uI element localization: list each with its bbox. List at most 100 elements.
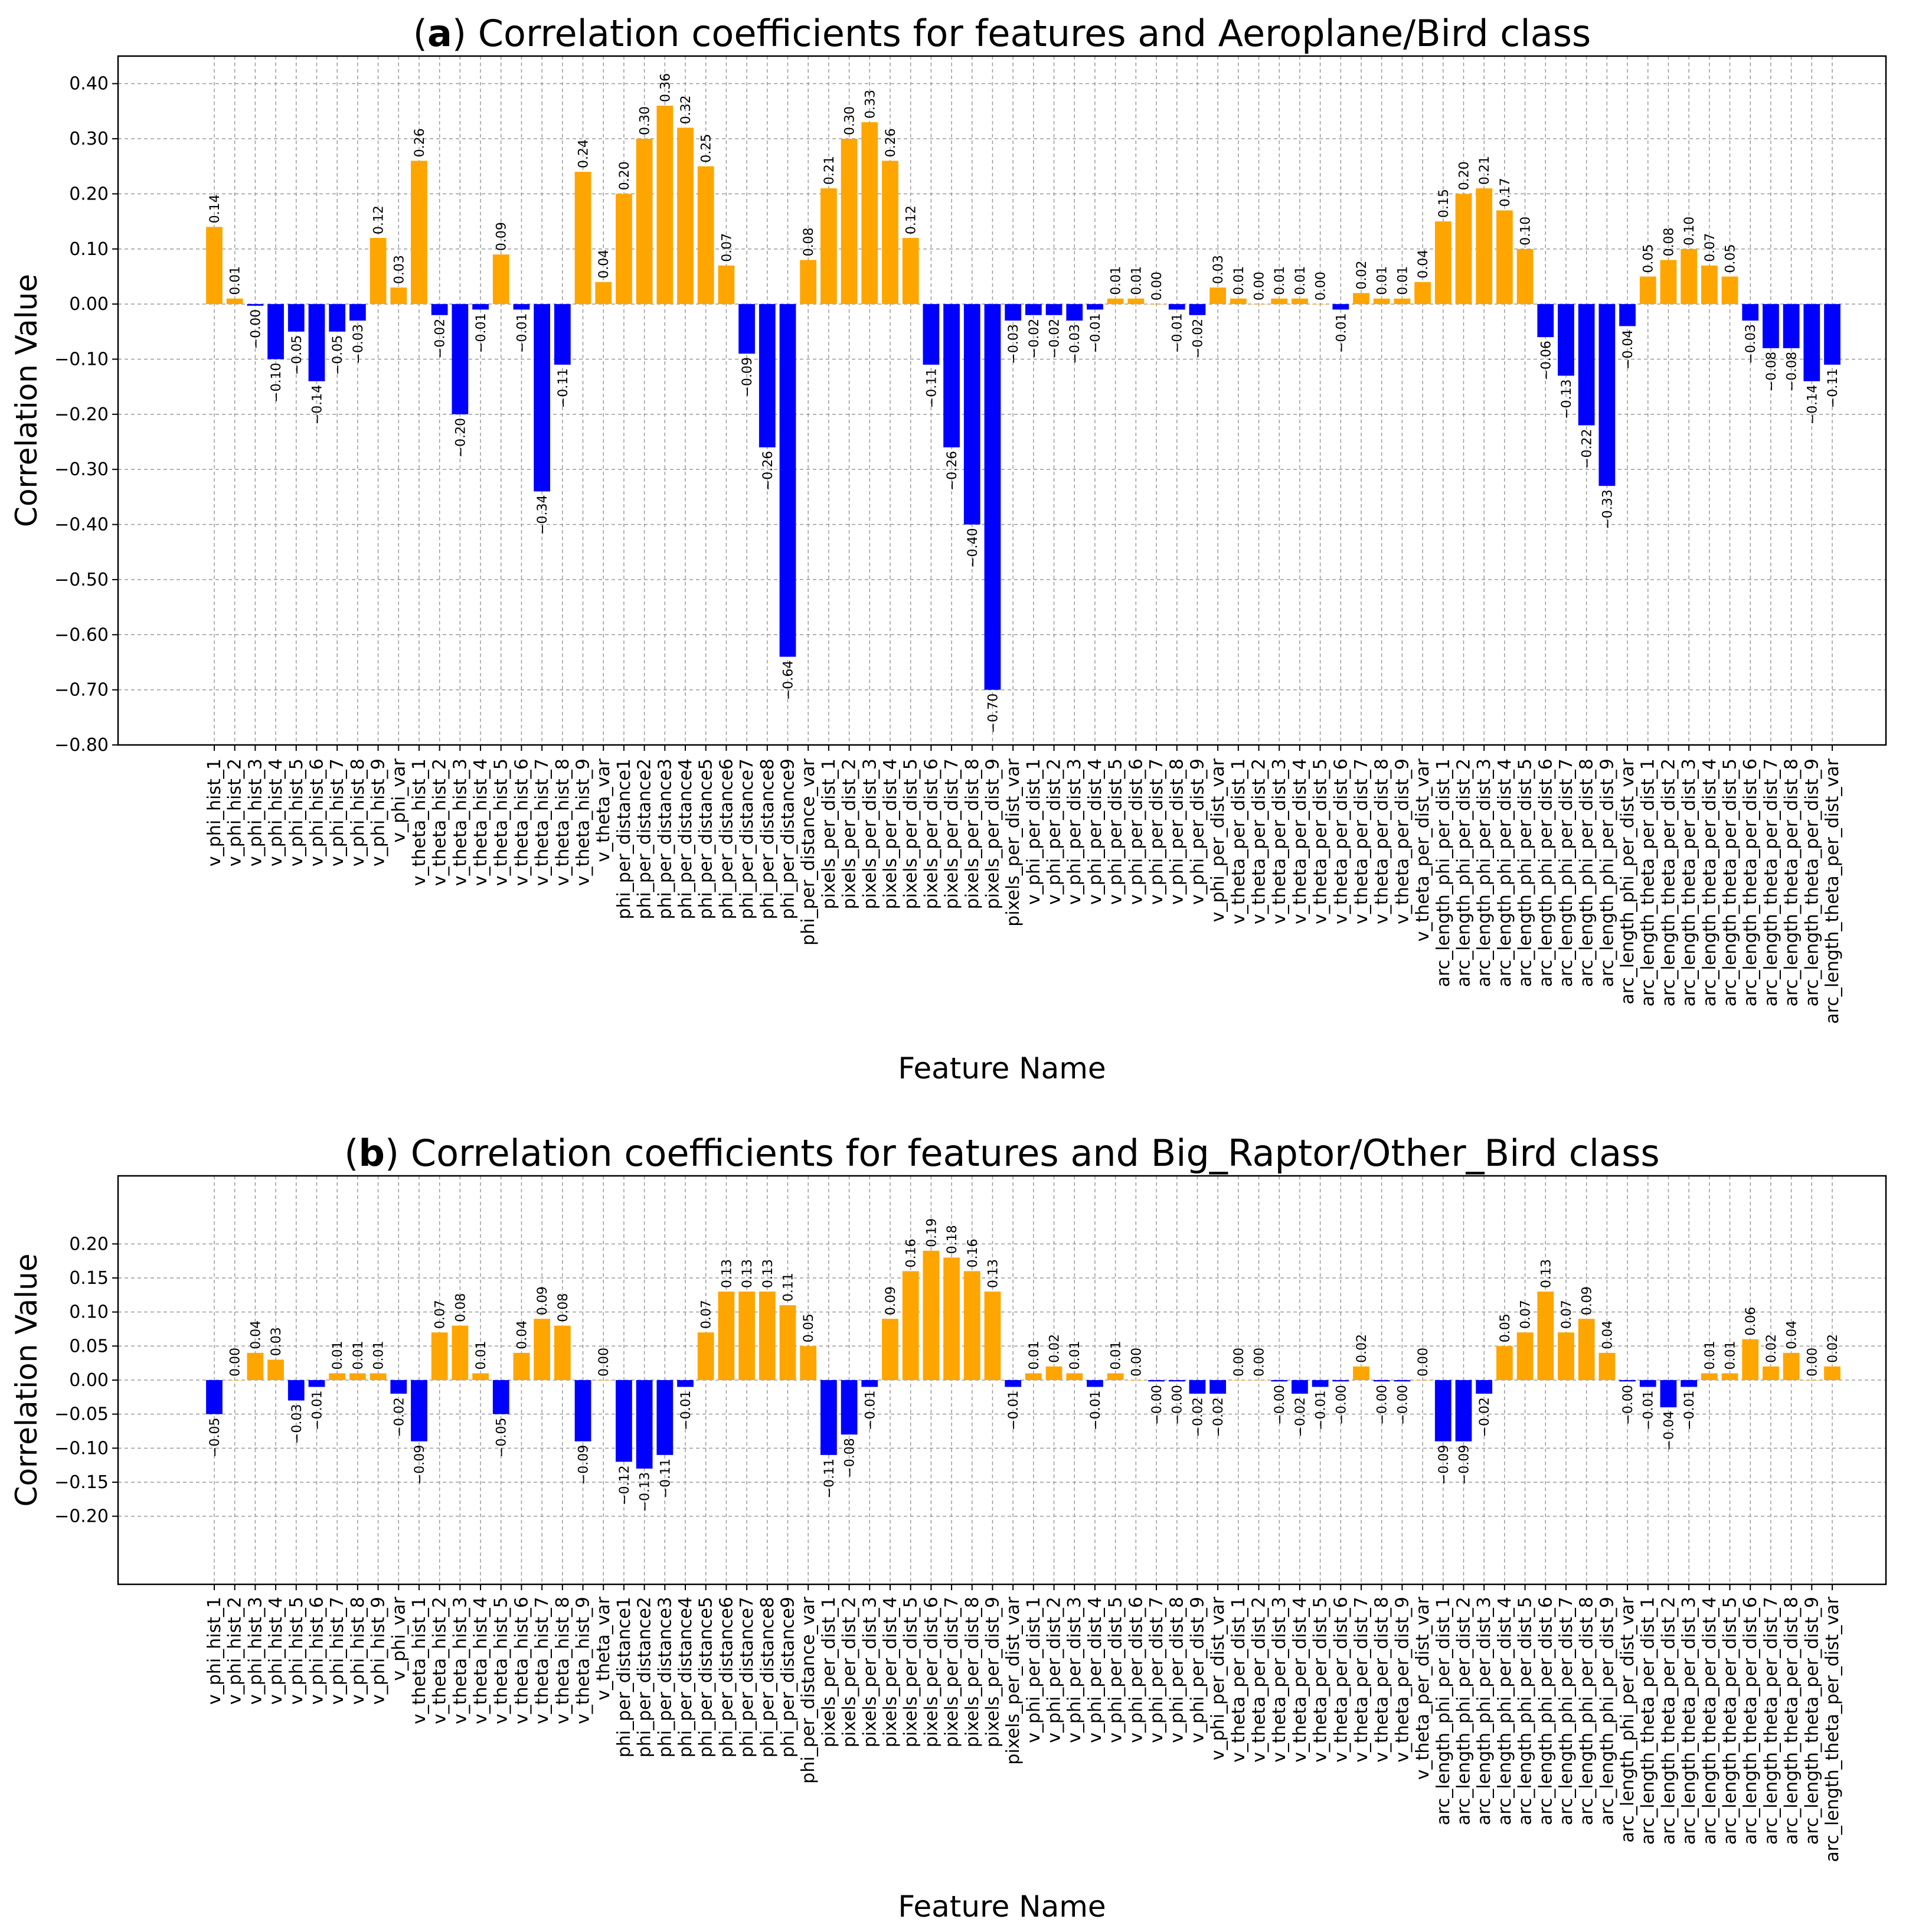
- panel-a-bar-arc_length_phi_per_dist_5: [1516, 249, 1534, 305]
- panel-a-xtick-label: v_phi_per_dist_8: [1167, 759, 1188, 905]
- panel-a-xtick-label: phi_per_distance_var: [798, 758, 819, 945]
- panel-a-bar-v_phi_hist_5: [287, 304, 305, 332]
- panel-b-xtick-label: v_phi_hist_6: [306, 1597, 327, 1705]
- panel-b-xtick-label: v_theta_hist_5: [491, 1597, 512, 1724]
- panel-b-value-label: −0.03: [290, 1404, 305, 1444]
- panel-b-xtick-label: pixels_per_dist_2: [839, 1597, 860, 1747]
- panel-b-value-label: 0.04: [1785, 1320, 1800, 1349]
- panel-a-bar-arc_length_theta_per_dist_4: [1701, 265, 1718, 305]
- panel-b-value-label: 0.00: [1416, 1348, 1431, 1377]
- panel-a-value-label: 0.01: [1395, 266, 1410, 295]
- panel-b-bar-arc_length_theta_per_dist_1: [1639, 1380, 1656, 1387]
- panel-b-value-label: −0.00: [1334, 1385, 1349, 1424]
- panel-b-bar-phi_per_distance7: [738, 1292, 755, 1380]
- panel-a-ytick-label: 0.20: [69, 184, 109, 204]
- panel-a-value-label: 0.20: [617, 161, 632, 190]
- panel-a-value-label: 0.00: [1314, 272, 1329, 300]
- panel-a-ytick-label: −0.20: [54, 404, 109, 425]
- panel-a-xtick-label: arc_length_theta_per_dist_2: [1658, 759, 1679, 1006]
- panel-b-value-label: −0.02: [1293, 1397, 1308, 1437]
- panel-a-value-label: 0.12: [372, 205, 387, 234]
- panel-b-xtick-label: arc_length_theta_per_dist_4: [1699, 1597, 1720, 1845]
- panel-b-value-label: 0.01: [351, 1341, 366, 1369]
- panel-a-xtick-label: v_theta_per_dist_9: [1392, 759, 1413, 924]
- panel-b-value-label: 0.02: [1826, 1334, 1841, 1363]
- panel-b-xtick-label: phi_per_distance2: [635, 1597, 655, 1757]
- panel-a-xtick-label: arc_length_phi_per_dist_2: [1453, 759, 1474, 987]
- panel-a-bar-arc_length_phi_per_dist_7: [1558, 304, 1574, 376]
- panel-a-bar-v_theta_hist_6: [513, 304, 530, 310]
- panel-a-value-label: 0.03: [392, 255, 407, 284]
- panel-b-value-label: −0.00: [1395, 1385, 1410, 1424]
- panel-b-bar-v_phi_hist_6: [308, 1380, 325, 1387]
- panel-a-xtick-label: phi_per_distance4: [675, 759, 696, 919]
- panel-b-value-label: −0.02: [392, 1397, 407, 1437]
- panel-b-xtick-label: phi_per_distance4: [675, 1597, 696, 1757]
- panel-b-bar-v_phi_per_dist_8: [1168, 1380, 1185, 1382]
- panel-a-bar-v_theta_per_dist_2: [1250, 304, 1267, 305]
- panel-a-xtick-label: arc_length_phi_per_dist_6: [1535, 759, 1556, 987]
- panel-b-value-label: −0.09: [413, 1445, 427, 1485]
- panel-b-ytick-label: 0.10: [69, 1302, 109, 1323]
- panel-b-value-label: −0.01: [1682, 1391, 1697, 1430]
- panel-b-xtick-label: v_phi_hist_8: [348, 1597, 368, 1705]
- panel-b-xtick-label: v_phi_per_dist_5: [1106, 1597, 1126, 1743]
- panel-b-bar-pixels_per_dist_7: [943, 1257, 960, 1380]
- panel-b-title-prefix: (: [344, 1132, 358, 1175]
- panel-b-bar-arc_length_phi_per_dist_6: [1537, 1292, 1554, 1380]
- panel-b-xtick-label: arc_length_theta_per_dist_3: [1679, 1597, 1699, 1845]
- panel-b-bar-v_theta_hist_9: [574, 1380, 591, 1441]
- panel-a-xtick-label: arc_length_phi_per_dist_1: [1433, 759, 1454, 987]
- panel-a-value-label: −0.11: [1826, 368, 1841, 408]
- panel-a-xtick-label: v_theta_per_dist_6: [1331, 759, 1351, 924]
- panel-a-xtick-label: pixels_per_dist_8: [962, 759, 983, 909]
- panel-b-value-label: −0.01: [679, 1391, 694, 1430]
- panel-b-value-label: 0.07: [699, 1300, 714, 1329]
- panel-b-xtick-label: phi_per_distance7: [737, 1597, 757, 1757]
- panel-b-ytick-label: −0.10: [54, 1438, 109, 1459]
- panel-a-value-label: 0.24: [577, 139, 591, 168]
- panel-b-value-label: 0.01: [474, 1341, 489, 1369]
- panel-b-bar-v_theta_per_dist_9: [1394, 1380, 1411, 1382]
- panel-b-bar-arc_length_theta_per_dist_6: [1742, 1339, 1759, 1380]
- panel-a-value-label: 0.33: [863, 90, 878, 119]
- panel-b-value-label: 0.18: [945, 1225, 960, 1254]
- panel-a-bar-arc_length_theta_per_dist_6: [1742, 304, 1759, 321]
- panel-b-bar-arc_length_theta_per_dist_9: [1803, 1380, 1820, 1381]
- panel-b-xtick-label: v_phi_hist_9: [368, 1597, 389, 1705]
- panel-a-bar-v_phi_hist_2: [226, 298, 243, 305]
- panel-a-xtick-label: pixels_per_dist_var: [1003, 758, 1024, 926]
- panel-a-bar-phi_per_distance5: [697, 166, 714, 305]
- panel-a-bar-arc_length_theta_per_dist_7: [1763, 304, 1779, 348]
- panel-a-bar-arc_length_theta_per_dist_9: [1803, 304, 1820, 381]
- panel-a-value-label: 0.01: [1375, 266, 1390, 295]
- panel-a-xtick-label: arc_length_phi_per_dist_5: [1515, 759, 1536, 987]
- panel-b-value-label: −0.00: [1375, 1385, 1390, 1424]
- panel-a-ytick-label: −0.30: [54, 459, 109, 480]
- panel-a-value-label: 0.14: [208, 194, 223, 223]
- panel-a-bar-arc_length_theta_per_dist_5: [1721, 276, 1738, 305]
- panel-a-bar-v_phi_per_dist_4: [1087, 304, 1103, 310]
- panel-a-ytick-label: −0.70: [54, 680, 109, 701]
- panel-b-xtick-label: pixels_per_dist_9: [982, 1597, 1003, 1747]
- panel-a-bar-v_theta_per_dist_5: [1312, 304, 1329, 305]
- panel-b-xtick-label: phi_per_distance9: [777, 1597, 798, 1757]
- panel-b-value-label: 0.01: [1703, 1341, 1718, 1369]
- panel-b-xtick-label: v_theta_per_dist_1: [1228, 1597, 1249, 1763]
- panel-a-bar-v_phi_hist_4: [267, 304, 284, 359]
- panel-b-xtick-label: phi_per_distance3: [655, 1597, 675, 1757]
- panel-a-xtick-label: v_theta_hist_9: [573, 759, 594, 886]
- panel-a-bar-v_phi_per_dist_7: [1148, 304, 1165, 305]
- panel-b-bar-pixels_per_dist_1: [820, 1380, 837, 1455]
- panel-a-ytick-label: −0.80: [54, 735, 109, 756]
- panel-a-xtick-label: phi_per_distance2: [635, 759, 655, 919]
- panel-b-bar-pixels_per_dist_3: [861, 1380, 878, 1387]
- panel-a-xtick-label: pixels_per_dist_2: [839, 759, 860, 909]
- panel-b-xtick-label: v_theta_hist_3: [450, 1597, 470, 1724]
- panel-b-xtick-label: v_theta_hist_7: [532, 1597, 553, 1724]
- panel-b-bar-v_phi_hist_2: [226, 1380, 243, 1381]
- panel-a-xtick-label: phi_per_distance9: [777, 759, 798, 919]
- panel-a-bar-v_phi_hist_7: [329, 304, 346, 332]
- panel-a-xtick-label: arc_length_theta_per_dist_8: [1781, 759, 1802, 1006]
- panel-a-bar-pixels_per_dist_8: [963, 304, 980, 525]
